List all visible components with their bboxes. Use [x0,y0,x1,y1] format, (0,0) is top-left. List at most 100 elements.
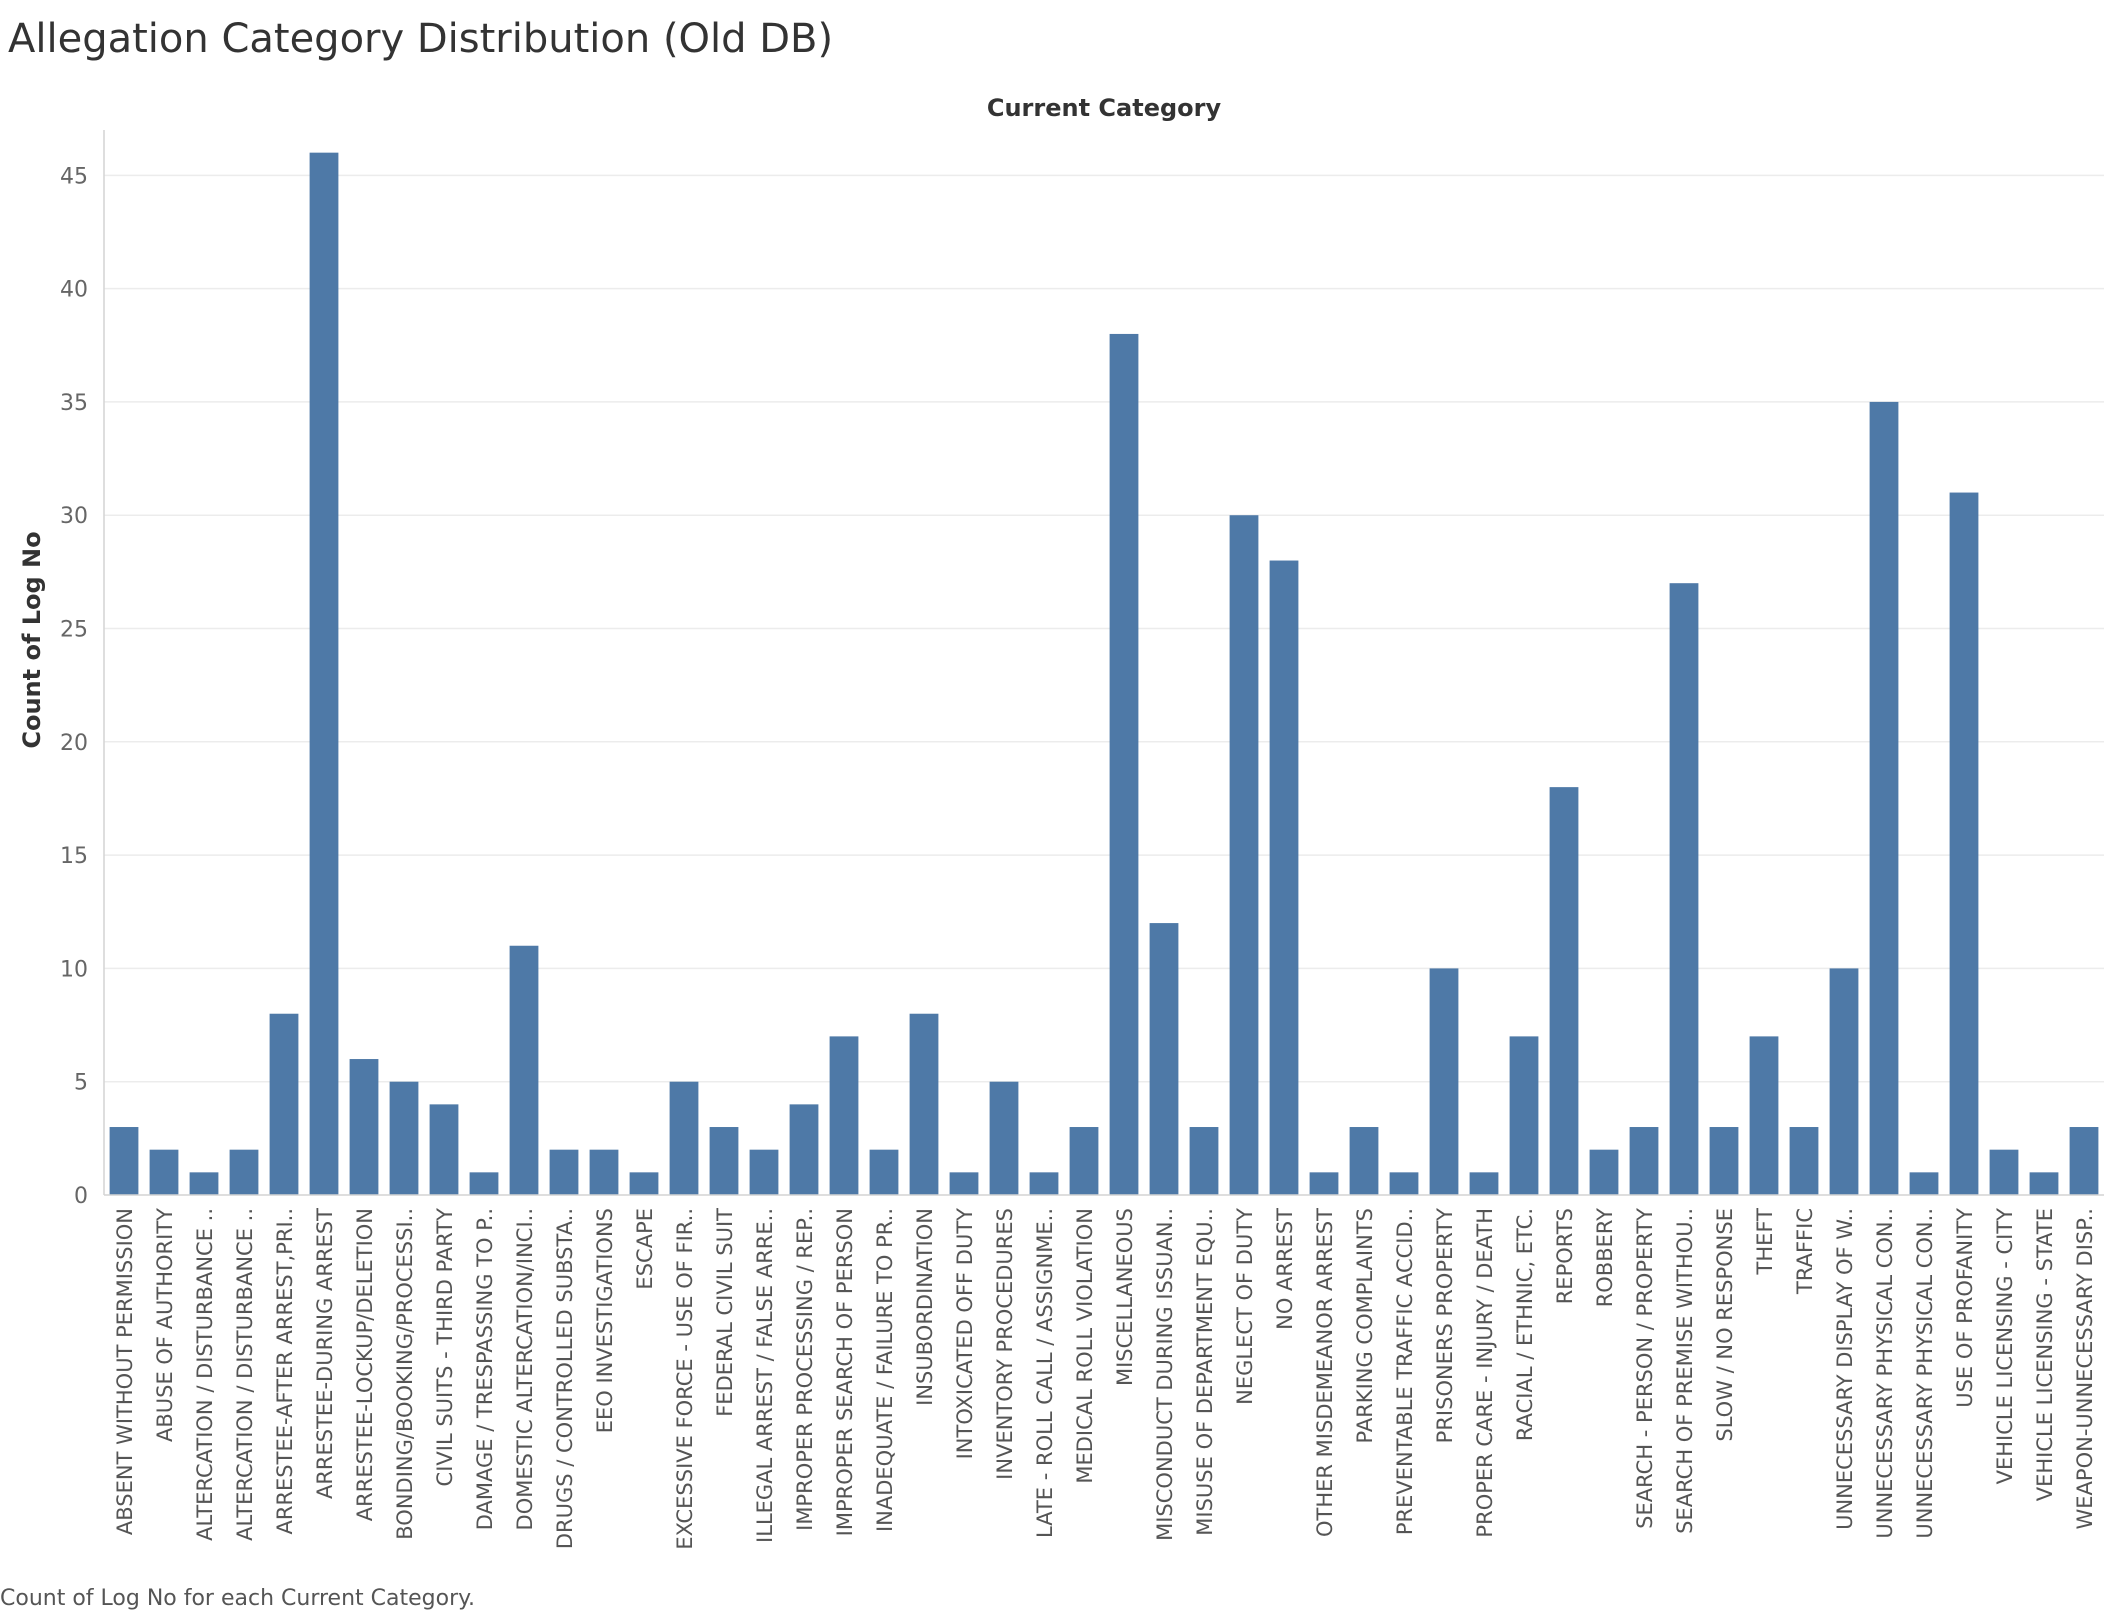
x-category-label: ARRESTEE-LOCKUP/DELETION [353,1208,377,1521]
bar [1029,1172,1059,1195]
x-category-label: INSUBORDINATION [913,1208,937,1406]
y-tick-label: 45 [60,164,88,189]
bar [749,1149,779,1195]
x-axis-title: Current Category [987,94,1222,122]
x-category-label: MISCELLANEOUS [1113,1208,1137,1386]
x-category-label: IMPROPER SEARCH OF PERSON [833,1208,857,1536]
x-category-label: RACIAL / ETHNIC, ETC. [1513,1208,1537,1441]
bar [109,1127,139,1195]
x-category-label: ARRESTEE-AFTER ARREST,PRI.. [273,1208,297,1535]
bar [1749,1036,1779,1195]
bar [789,1104,819,1195]
bar [709,1127,739,1195]
bar [1429,968,1459,1195]
bar [829,1036,859,1195]
x-category-label: PRISONERS PROPERTY [1433,1208,1457,1443]
x-category-label: SLOW / NO RESPONSE [1713,1208,1737,1442]
x-category-label: DOMESTIC ALTERCATION/INCI.. [513,1208,537,1530]
bar [349,1059,379,1195]
bar [629,1172,659,1195]
bar [2029,1172,2059,1195]
y-axis-ticks: 0 5 10 15 20 25 30 35 40 45 [60,164,88,1209]
bar [509,945,539,1195]
x-category-label: PROPER CARE - INJURY / DEATH [1473,1208,1497,1538]
bar [1149,923,1179,1195]
x-category-label: ESCAPE [633,1208,657,1290]
chart-caption: Count of Log No for each Current Categor… [0,1586,475,1611]
y-tick-label: 25 [60,618,88,643]
x-category-label: INADEQUATE / FAILURE TO PR.. [873,1208,897,1532]
x-category-label: NEGLECT OF DUTY [1233,1208,1257,1405]
bar [429,1104,459,1195]
x-category-label: MEDICAL ROLL VIOLATION [1073,1208,1097,1484]
x-category-label: ROBBERY [1593,1208,1617,1307]
bar [549,1149,579,1195]
x-category-label: REPORTS [1553,1208,1577,1304]
bar [1709,1127,1739,1195]
x-category-label: INTOXICATED OFF DUTY [953,1208,977,1460]
bar [309,152,339,1196]
bar [589,1149,619,1195]
x-category-label: EEO INVESTIGATIONS [593,1208,617,1433]
x-axis-category-labels: ABSENT WITHOUT PERMISSION ABUSE OF AUTHOR… [113,1208,2097,1550]
x-category-label: BONDING/BOOKING/PROCESSI.. [393,1208,417,1540]
x-category-label: ALTERCATION / DISTURBANCE .. [233,1208,257,1541]
bar [1229,515,1259,1195]
bar [1189,1127,1219,1195]
x-category-label: DRUGS / CONTROLLED SUBSTA.. [553,1208,577,1549]
y-tick-label: 10 [60,957,88,982]
x-category-label: WEAPON-UNNECESSARY DISP.. [2073,1208,2097,1529]
x-category-label: IMPROPER PROCESSING / REP.. [793,1208,817,1531]
x-category-label: NO ARREST [1273,1208,1297,1330]
bar [909,1013,939,1195]
gridlines [104,174,2104,1083]
bar [1909,1172,1939,1195]
bar [1629,1127,1659,1195]
y-tick-label: 35 [60,391,88,416]
x-category-label: CIVIL SUITS - THIRD PARTY [433,1208,457,1487]
bar [869,1149,899,1195]
y-tick-label: 15 [60,844,88,869]
bar [1669,583,1699,1195]
x-category-label: DAMAGE / TRESPASSING TO P.. [473,1208,497,1530]
x-category-label: ARRESTEE-DURING ARREST [313,1208,337,1499]
bar [1349,1127,1379,1195]
x-category-label: UNNECESSARY PHYSICAL CON.. [1873,1208,1897,1539]
x-category-label: VEHICLE LICENSING - CITY [1993,1208,2017,1485]
bar [1989,1149,2019,1195]
x-category-label: SEARCH OF PREMISE WITHOU.. [1673,1208,1697,1534]
bar [1829,968,1859,1195]
bar [229,1149,259,1195]
x-category-label: THEFT [1753,1208,1777,1276]
bar [1069,1127,1099,1195]
y-tick-label: 20 [60,731,88,756]
y-tick-label: 30 [60,504,88,529]
bar [189,1172,219,1195]
bar [1309,1172,1339,1195]
x-category-label: SEARCH - PERSON / PROPERTY [1633,1208,1657,1529]
x-category-label: ABSENT WITHOUT PERMISSION [113,1208,137,1535]
x-category-label: UNNECESSARY DISPLAY OF W.. [1833,1208,1857,1530]
bar [1949,492,1979,1195]
y-tick-label: 40 [60,278,88,303]
x-category-label: TRAFFIC [1793,1208,1817,1295]
bar [1869,401,1899,1195]
x-category-label: MISCONDUCT DURING ISSUAN.. [1153,1208,1177,1541]
x-category-label: MISUSE OF DEPARTMENT EQU.. [1193,1208,1217,1536]
x-category-label: ILLEGAL ARREST / FALSE ARRE.. [753,1208,777,1543]
x-category-label: LATE - ROLL CALL / ASSIGNME.. [1033,1208,1057,1538]
bar [149,1149,179,1195]
bar [269,1013,299,1195]
bar [389,1081,419,1195]
bar [1109,333,1139,1195]
bar [989,1081,1019,1195]
bar [1469,1172,1499,1195]
x-category-label: UNNECESSARY PHYSICAL CON.. [1913,1208,1937,1539]
bar [1789,1127,1819,1195]
x-category-label: INVENTORY PROCEDURES [993,1208,1017,1480]
chart-title: Allegation Category Distribution (Old DB… [8,16,834,62]
bar [1549,787,1579,1195]
bar [1589,1149,1619,1195]
bar [469,1172,499,1195]
